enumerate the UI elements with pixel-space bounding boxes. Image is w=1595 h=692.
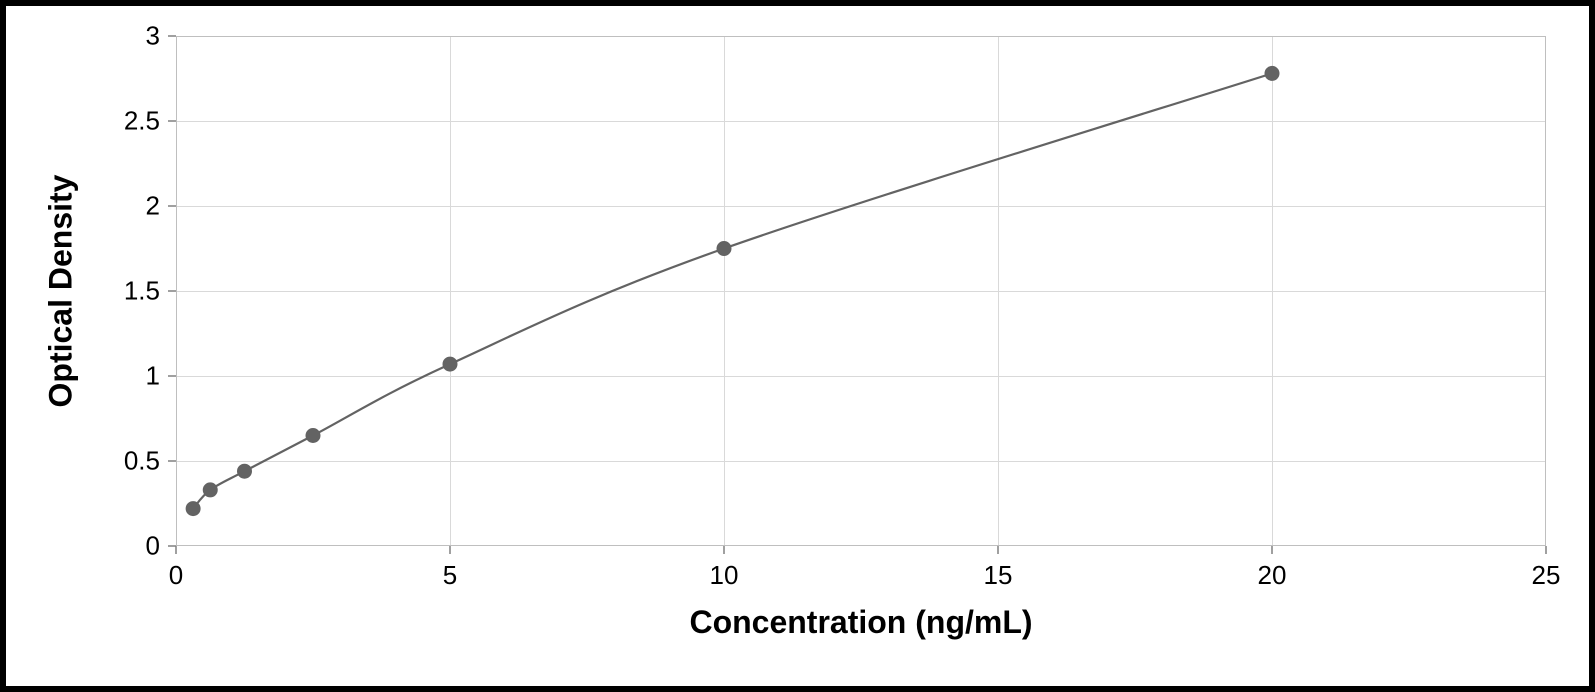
y-tick-label: 1.5: [124, 276, 160, 307]
x-tick-label: 25: [1532, 560, 1561, 591]
x-tick-label: 15: [984, 560, 1013, 591]
data-point: [1265, 66, 1279, 80]
x-tick-label: 5: [443, 560, 457, 591]
data-point: [186, 502, 200, 516]
data-point: [238, 464, 252, 478]
y-tick-label: 2.5: [124, 106, 160, 137]
x-tick-label: 0: [169, 560, 183, 591]
y-tick-label: 3: [146, 21, 160, 52]
y-tick-label: 0: [146, 531, 160, 562]
standard-curve-chart: Optical Density Concentration (ng/mL) 00…: [6, 6, 1589, 686]
data-point: [306, 429, 320, 443]
x-tick-label: 10: [710, 560, 739, 591]
y-tick-label: 2: [146, 191, 160, 222]
chart-svg-overlay: [6, 6, 1589, 686]
data-point: [443, 357, 457, 371]
plot-border: [177, 37, 1546, 546]
series-line: [193, 73, 1272, 508]
x-tick-label: 20: [1258, 560, 1287, 591]
data-point: [717, 242, 731, 256]
y-tick-label: 0.5: [124, 446, 160, 477]
y-tick-label: 1: [146, 361, 160, 392]
data-point: [203, 483, 217, 497]
chart-outer-frame: Optical Density Concentration (ng/mL) 00…: [0, 0, 1595, 692]
